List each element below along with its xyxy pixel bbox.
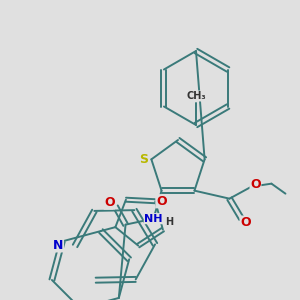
Text: O: O [240,216,251,229]
Text: O: O [156,195,166,208]
Text: O: O [104,196,115,209]
Text: N: N [53,239,63,252]
Text: NH: NH [144,214,163,224]
Text: H: H [166,217,174,227]
Text: O: O [250,178,261,191]
Text: S: S [139,153,148,166]
Text: CH₃: CH₃ [186,91,206,101]
